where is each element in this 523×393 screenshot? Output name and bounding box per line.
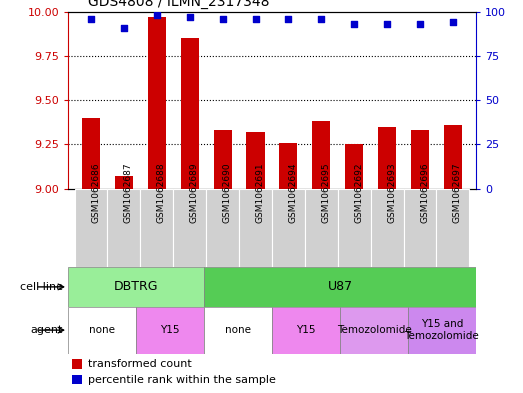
Text: transformed count: transformed count <box>88 359 192 369</box>
Text: GSM1062689: GSM1062689 <box>190 162 199 223</box>
Bar <box>340 307 408 354</box>
Text: agent: agent <box>30 325 63 335</box>
Text: GSM1062695: GSM1062695 <box>321 162 331 223</box>
Text: GSM1062690: GSM1062690 <box>223 162 232 223</box>
Bar <box>272 189 305 267</box>
Point <box>383 21 391 27</box>
Text: Temozolomide: Temozolomide <box>337 325 411 335</box>
Bar <box>345 144 363 189</box>
Text: GSM1062696: GSM1062696 <box>420 162 429 223</box>
Bar <box>75 189 107 267</box>
Point <box>350 21 358 27</box>
Bar <box>444 125 462 189</box>
Bar <box>68 307 136 354</box>
Text: GSM1062687: GSM1062687 <box>124 162 133 223</box>
Text: cell line: cell line <box>20 282 63 292</box>
Point <box>120 24 128 31</box>
Bar <box>68 267 204 307</box>
Bar <box>107 189 140 267</box>
Point <box>317 16 325 22</box>
Bar <box>408 307 476 354</box>
Point <box>153 12 161 18</box>
Bar <box>239 189 272 267</box>
Point <box>186 14 194 20</box>
Point <box>252 16 260 22</box>
Bar <box>378 127 396 189</box>
Point <box>449 19 457 26</box>
Bar <box>180 38 199 189</box>
Bar <box>213 130 232 189</box>
Text: GSM1062691: GSM1062691 <box>256 162 265 223</box>
Bar <box>82 118 100 189</box>
Text: Y15: Y15 <box>160 325 180 335</box>
Bar <box>312 121 331 189</box>
Text: Y15: Y15 <box>296 325 316 335</box>
Bar <box>246 132 265 189</box>
Bar <box>305 189 338 267</box>
Text: GSM1062686: GSM1062686 <box>91 162 100 223</box>
Bar <box>272 307 340 354</box>
Text: DBTRG: DBTRG <box>113 280 158 294</box>
Bar <box>338 189 371 267</box>
Bar <box>371 189 404 267</box>
Text: GDS4808 / ILMN_2317348: GDS4808 / ILMN_2317348 <box>88 0 270 9</box>
Text: none: none <box>89 325 115 335</box>
Text: GSM1062688: GSM1062688 <box>157 162 166 223</box>
Bar <box>72 359 82 369</box>
Text: GSM1062694: GSM1062694 <box>288 162 298 223</box>
Bar <box>437 189 469 267</box>
Bar <box>148 17 166 189</box>
Text: none: none <box>225 325 251 335</box>
Text: GSM1062693: GSM1062693 <box>387 162 396 223</box>
Text: GSM1062697: GSM1062697 <box>453 162 462 223</box>
Text: GSM1062692: GSM1062692 <box>354 162 363 223</box>
Bar <box>72 375 82 384</box>
Bar <box>136 307 204 354</box>
Bar <box>206 189 239 267</box>
Text: U87: U87 <box>327 280 353 294</box>
Bar <box>404 189 437 267</box>
Point <box>219 16 227 22</box>
Text: Y15 and
Temozolomide: Y15 and Temozolomide <box>405 320 479 341</box>
Bar <box>204 307 272 354</box>
Bar <box>173 189 206 267</box>
Point <box>416 21 424 27</box>
Point <box>87 16 95 22</box>
Bar <box>140 189 173 267</box>
Bar <box>411 130 429 189</box>
Bar <box>204 267 476 307</box>
Bar <box>279 143 298 189</box>
Bar <box>115 176 133 189</box>
Point <box>284 16 292 22</box>
Text: percentile rank within the sample: percentile rank within the sample <box>88 375 276 385</box>
